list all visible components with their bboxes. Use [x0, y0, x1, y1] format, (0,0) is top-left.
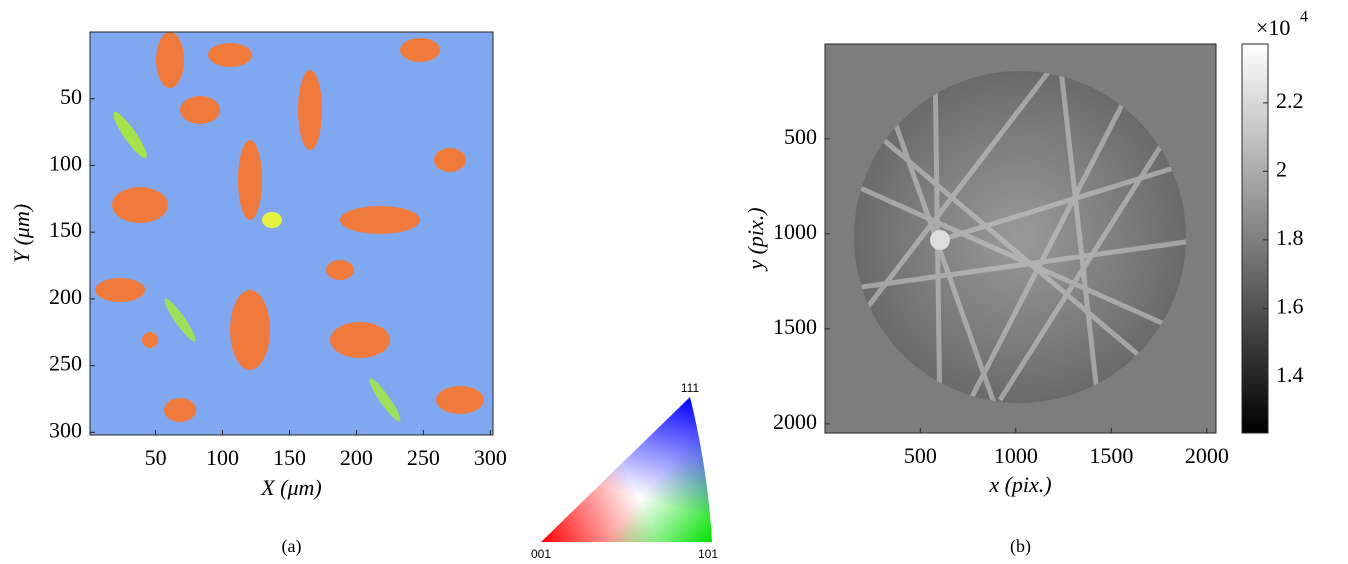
y-tick-label: 50: [60, 84, 82, 109]
ipf-label: 001: [531, 547, 551, 561]
x-tick-label: 250: [407, 445, 440, 470]
ipf-label: 111: [681, 381, 700, 395]
y-axis-label: Y (μm): [9, 204, 34, 263]
x-tick-label: 2000: [1185, 443, 1229, 468]
y-tick-label: 2000: [773, 409, 817, 434]
y-tick-label: 1000: [773, 219, 817, 244]
ipf-label: 101: [698, 547, 718, 561]
colorbar-multiplier: ×10: [1256, 15, 1290, 40]
y-tick-label: 500: [784, 124, 817, 149]
colorbar-tick-label: 1.4: [1276, 362, 1304, 387]
caption: (a): [282, 536, 302, 557]
x-tick-label: 50: [145, 445, 167, 470]
x-tick-label: 500: [904, 443, 937, 468]
colorbar-tick-label: 2: [1276, 156, 1287, 181]
x-tick-label: 100: [206, 445, 239, 470]
ipf-key: 111 001 101: [531, 381, 718, 561]
x-tick-label: 300: [474, 445, 507, 470]
x-tick-label: 200: [340, 445, 373, 470]
colorbar-exponent: 4: [1300, 9, 1308, 26]
colorbar-tick-label: 1.6: [1276, 293, 1304, 318]
y-tick-label: 100: [49, 150, 82, 175]
y-tick-label: 1500: [773, 314, 817, 339]
kikuchi-pattern: [825, 44, 1216, 433]
y-tick-label: 300: [49, 417, 82, 442]
x-axis-label: x (pix.): [988, 472, 1051, 497]
y-axis-label: y (pix.): [743, 207, 768, 271]
y-tick-label: 250: [49, 351, 82, 376]
axes-box: [824, 43, 1217, 434]
colorbar: [1241, 43, 1269, 434]
colorbar-tick-label: 2.2: [1276, 88, 1304, 113]
x-axis-label: X (μm): [260, 475, 322, 500]
y-tick-label: 200: [49, 284, 82, 309]
x-tick-label: 150: [273, 445, 306, 470]
y-tick-label: 150: [49, 217, 82, 242]
colorbar-tick-label: 1.8: [1276, 225, 1304, 250]
axes-box: [89, 31, 494, 436]
x-tick-label: 1000: [994, 443, 1038, 468]
caption: (b): [1010, 536, 1031, 557]
x-tick-label: 1500: [1089, 443, 1133, 468]
orientation-map: [90, 32, 493, 435]
